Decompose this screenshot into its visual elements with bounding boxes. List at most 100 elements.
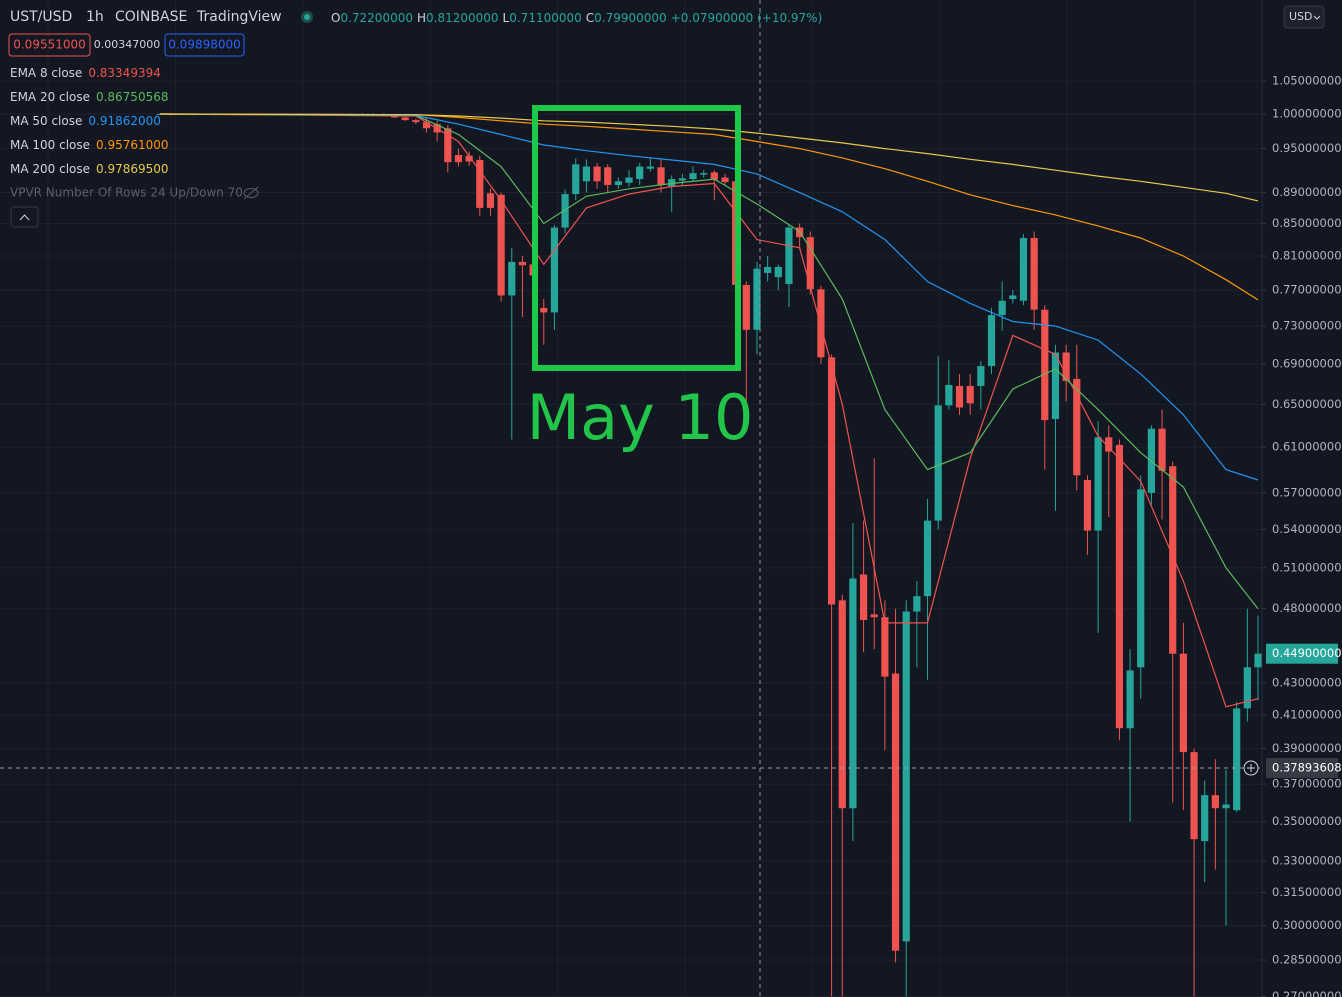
legend-entry: MA 200 close 0.97869500 <box>10 162 169 176</box>
candle-body <box>1137 489 1145 668</box>
candle-body <box>1073 378 1081 476</box>
candle-body <box>401 117 409 121</box>
moving-average-line <box>159 113 1259 301</box>
candle-body <box>764 266 772 273</box>
candle-body <box>753 268 761 330</box>
candle-body <box>518 261 527 266</box>
legend-name: MA 100 close <box>10 138 90 152</box>
candle-body <box>508 261 516 296</box>
legend-value: 0.86750568 <box>96 90 169 104</box>
ohlc-value: 0.79900000 <box>594 11 667 25</box>
y-tick-label: 0.41000000 <box>1272 707 1342 721</box>
status-dot <box>304 14 310 20</box>
moving-average-line <box>159 113 1259 610</box>
legend-name: EMA 20 close <box>10 90 90 104</box>
sell-box[interactable] <box>8 33 91 57</box>
legend-value: 0.95761000 <box>96 138 169 152</box>
candle-body <box>977 366 985 386</box>
candle-body <box>625 177 633 183</box>
y-tick-label: 0.57000000 <box>1272 485 1342 499</box>
currency-button[interactable] <box>1283 5 1325 29</box>
y-tick-label: 0.54000000 <box>1272 522 1342 536</box>
y-tick-label: 0.81000000 <box>1272 249 1342 263</box>
ohlc-value: 0.72200000 <box>340 11 413 25</box>
candle-body <box>785 227 793 285</box>
source: TradingView <box>196 9 282 25</box>
candle-body <box>987 315 996 367</box>
candle-body <box>945 384 953 406</box>
candle-body <box>1211 795 1219 809</box>
candle-body <box>1126 670 1134 729</box>
candle-body <box>1009 295 1017 299</box>
candle-body <box>774 266 782 278</box>
y-tick-label: 0.39000000 <box>1272 741 1342 755</box>
y-tick-label: 0.35000000 <box>1272 814 1342 828</box>
candle-body <box>902 611 910 942</box>
ohlc-key: H <box>417 11 426 25</box>
y-tick-label: 1.00000000 <box>1272 107 1342 121</box>
candle-body <box>614 181 622 186</box>
y-tick-label: 0.51000000 <box>1272 560 1342 574</box>
candle-body <box>668 179 676 187</box>
candle-body <box>657 167 665 186</box>
legend-value: 0.91862000 <box>88 114 161 128</box>
candle-body <box>476 160 484 208</box>
legend-entry: MA 50 close 0.91862000 <box>10 114 161 128</box>
y-tick-label: 0.95000000 <box>1272 141 1342 155</box>
candle-body <box>1222 804 1230 809</box>
candle-body <box>870 614 878 618</box>
candle-body <box>646 166 654 169</box>
legend-value: 0.83349394 <box>88 66 161 80</box>
interval: 1h <box>86 9 104 25</box>
change: +0.07900000 (+10.97%) <box>671 11 823 25</box>
candle-body <box>966 385 974 404</box>
candle-body <box>1105 437 1113 452</box>
symbol: UST/USD <box>10 9 72 25</box>
candle-body <box>689 173 697 180</box>
collapse-button[interactable] <box>10 206 39 228</box>
candle-body <box>1083 479 1092 531</box>
moving-average-line <box>159 113 1259 708</box>
candle-body <box>1019 237 1028 301</box>
candle-body <box>1094 437 1102 531</box>
price-axis: 1.05000000 1.00000000 0.95000000 0.89000000… <box>1262 74 1342 997</box>
candle-body <box>636 166 644 180</box>
candle-body <box>572 164 580 195</box>
candle-body <box>1115 444 1124 729</box>
candle-body <box>465 155 473 162</box>
candle-body <box>444 128 452 163</box>
candle-body <box>412 120 420 123</box>
legend-entry: EMA 20 close 0.86750568 <box>10 90 168 104</box>
y-tick-label: 0.73000000 <box>1272 319 1342 333</box>
y-tick-label: 0.89000000 <box>1272 185 1342 199</box>
collapse-icon <box>19 214 30 221</box>
hide-icon[interactable] <box>243 186 259 200</box>
y-tick-label: 0.28500000 <box>1272 953 1342 967</box>
candle-body <box>1233 708 1241 811</box>
candle-body <box>817 289 825 358</box>
y-tick-label: 0.30000000 <box>1272 918 1342 932</box>
candle-body <box>1062 352 1070 381</box>
crosshair-price-box <box>1266 758 1338 779</box>
candle-body <box>1201 795 1209 842</box>
candle-body <box>1179 653 1187 753</box>
candle-body <box>1169 466 1177 654</box>
candle-body <box>881 617 889 677</box>
highlight-box <box>532 105 741 371</box>
legend-name: MA 200 close <box>10 162 90 176</box>
legend: EMA 8 close 0.83349394 EMA 20 close 0.86750… <box>10 66 169 176</box>
ohlc-key: L <box>503 11 510 25</box>
buy-box[interactable] <box>164 33 245 57</box>
y-tick-label: 0.33000000 <box>1272 854 1342 868</box>
candle-body <box>955 385 964 408</box>
candle-body <box>582 166 591 182</box>
candle-body <box>913 596 921 612</box>
candle-body <box>721 177 729 183</box>
legend-value: 0.97869500 <box>96 162 169 176</box>
currency: USD <box>1289 10 1313 23</box>
currency-caret <box>1313 15 1321 20</box>
last-price: 0.44900000 <box>1272 646 1342 660</box>
candle-body <box>497 194 505 296</box>
